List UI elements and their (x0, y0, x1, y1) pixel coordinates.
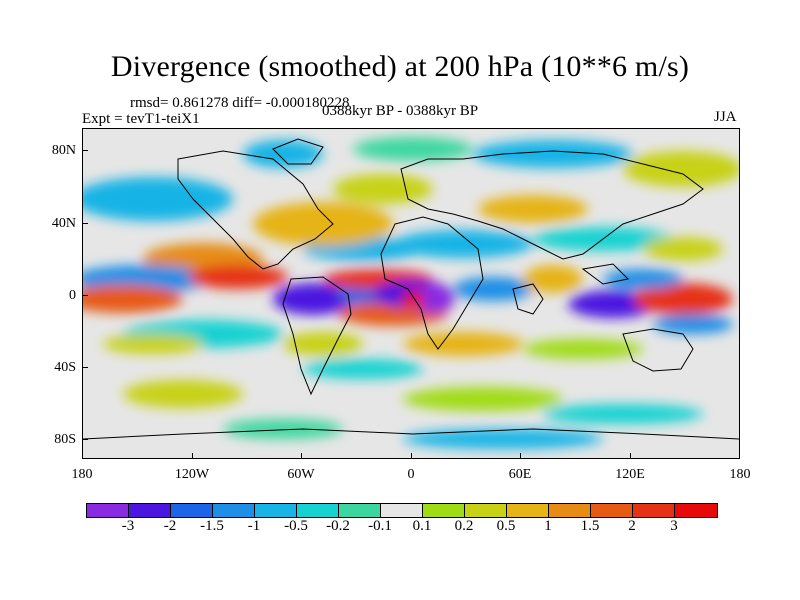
colorbar-label: -1.5 (200, 518, 224, 534)
lon-tick (630, 453, 631, 459)
divergence-map (82, 128, 740, 459)
lon-tick (411, 453, 412, 459)
lon-label: 120E (615, 467, 645, 482)
lat-label: 0 (69, 288, 76, 303)
lat-label: 40N (51, 216, 76, 231)
colorbar-swatch (633, 504, 675, 517)
lon-tick (520, 453, 521, 459)
colorbar-swatch (339, 504, 381, 517)
lat-tick (82, 295, 88, 296)
colorbar-swatch (213, 504, 255, 517)
colorbar-swatch (549, 504, 591, 517)
experiment-label: Expt = tevT1-teiX1 (82, 111, 200, 127)
colorbar-swatch (507, 504, 549, 517)
colorbar-swatch (675, 504, 717, 517)
colorbar (86, 503, 718, 518)
lat-label: 80S (54, 432, 76, 447)
colorbar-label: -0.2 (326, 518, 350, 534)
lon-label: 60E (508, 467, 532, 482)
lat-tick (82, 150, 88, 151)
colorbar-label: -3 (121, 518, 135, 534)
colorbar-swatch (255, 504, 297, 517)
colorbar-label: -2 (163, 518, 177, 534)
lat-tick (82, 223, 88, 224)
stats-label: rmsd= 0.861278 diff= -0.000180228 (130, 95, 350, 111)
colorbar-swatch (465, 504, 507, 517)
lon-label: 0 (407, 467, 415, 482)
colorbar-label: 0.5 (496, 518, 516, 534)
colorbar-label: 1 (544, 518, 552, 534)
lon-tick (192, 453, 193, 459)
colorbar-swatch (171, 504, 213, 517)
lat-tick (82, 439, 88, 440)
colorbar-label: 1.5 (580, 518, 600, 534)
colorbar-swatch (297, 504, 339, 517)
colorbar-swatch (87, 504, 129, 517)
divergence-field (83, 137, 739, 449)
map-title: Divergence (smoothed) at 200 hPa (10**6 … (110, 50, 690, 83)
colorbar-label: 0.2 (454, 518, 474, 534)
colorbar-label: -0.1 (368, 518, 392, 534)
colorbar-swatch (591, 504, 633, 517)
lat-label: 80N (51, 143, 76, 158)
lon-label: 120W (174, 467, 210, 482)
season-label: JJA (714, 109, 737, 125)
colorbar-swatch (423, 504, 465, 517)
colorbar-label: -0.5 (284, 518, 308, 534)
colorbar-swatch (129, 504, 171, 517)
map-canvas (83, 129, 739, 458)
colorbar-label: 3 (670, 518, 678, 534)
colorbar-swatch (381, 504, 423, 517)
lon-label: 180 (729, 467, 751, 482)
coastlines (83, 138, 739, 440)
lat-tick (82, 367, 88, 368)
lat-label: 40S (54, 360, 76, 375)
lon-label: 180 (71, 467, 93, 482)
lon-label: 60W (287, 467, 315, 482)
colorbar-label: -1 (247, 518, 261, 534)
colorbar-label: 2 (628, 518, 636, 534)
period-label: 0388kyr BP - 0388kyr BP (322, 103, 479, 119)
lon-tick (301, 453, 302, 459)
colorbar-label: 0.1 (412, 518, 432, 534)
